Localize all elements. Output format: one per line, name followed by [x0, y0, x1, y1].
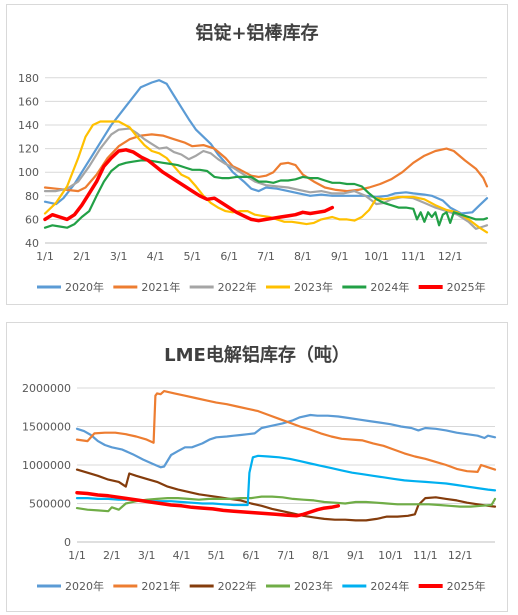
- series-line: [75, 468, 497, 522]
- legend-label: 2025年: [447, 280, 486, 294]
- x-tick-label: 11/1: [413, 549, 438, 562]
- x-tick-label: 2/1: [73, 250, 91, 263]
- x-tick-label: 7/1: [257, 250, 275, 263]
- legend-label: 2022年: [218, 280, 257, 294]
- line-chart: 40 60 80 100 120 140 160 180 1/1 2/1 3/1 4/1 5/1 6/1 7…: [18, 72, 489, 294]
- x-tick-label: 10/1: [378, 549, 403, 562]
- legend-label: 2020年: [65, 579, 104, 593]
- series-line: [43, 120, 489, 234]
- y-tick-label: 2000000: [22, 382, 71, 395]
- x-tick-label: 8/1: [312, 549, 330, 562]
- legend-label: 2024年: [370, 579, 409, 593]
- x-tick-label: 9/1: [331, 250, 349, 263]
- x-tick-label: 4/1: [173, 549, 191, 562]
- y-tick-label: 40: [25, 237, 39, 250]
- legend-label: 2021年: [141, 579, 180, 593]
- x-tick-label: 6/1: [220, 250, 238, 263]
- x-tick-label: 1/1: [36, 250, 54, 263]
- x-tick-label: 6/1: [242, 549, 260, 562]
- x-tick-label: 10/1: [364, 250, 389, 263]
- series-line: [75, 390, 497, 473]
- series-line: [43, 133, 489, 193]
- legend-label: 2023年: [294, 280, 333, 294]
- x-tick-label: 11/1: [401, 250, 426, 263]
- x-tick-label: 2/1: [103, 549, 121, 562]
- x-tick-label: 9/1: [347, 549, 365, 562]
- chart-title: 铝锭+铝棒库存: [195, 23, 319, 44]
- y-tick-label: 140: [18, 119, 39, 132]
- legend-label: 2025年: [447, 579, 486, 593]
- y-tick-label: 1000000: [22, 459, 71, 472]
- legend-label: 2024年: [370, 280, 409, 294]
- y-tick-label: 120: [18, 143, 39, 156]
- series-line: [75, 490, 341, 518]
- y-tick-label: 60: [25, 213, 39, 226]
- y-tick-label: 100: [18, 166, 39, 179]
- x-tick-label: 5/1: [207, 549, 225, 562]
- series-line: [43, 159, 489, 229]
- legend-label: 2022年: [218, 579, 257, 593]
- x-tick-label: 8/1: [294, 250, 312, 263]
- x-tick-label: 5/1: [183, 250, 201, 263]
- x-tick-label: 3/1: [138, 549, 156, 562]
- line-chart: 0 500000 1000000 1500000 2000000 1/1 2/1 3/1 4/1…: [22, 382, 497, 593]
- chart-title: LME电解铝库存（吨）: [164, 345, 350, 366]
- y-tick-label: 160: [18, 95, 39, 108]
- series-line: [43, 148, 335, 223]
- y-tick-label: 0: [64, 536, 71, 549]
- legend-label: 2020年: [65, 280, 104, 294]
- legend-label: 2021年: [141, 280, 180, 294]
- x-tick-label: 4/1: [147, 250, 165, 263]
- x-tick-label: 12/1: [448, 549, 473, 562]
- x-tick-label: 12/1: [438, 250, 463, 263]
- y-tick-label: 500000: [29, 498, 71, 511]
- y-tick-label: 1500000: [22, 421, 71, 434]
- y-tick-label: 180: [18, 72, 39, 85]
- inventory-chart-panel: 铝锭+铝棒库存 40 60 80 100 120 140 160 180 1/1 2/1 3/1 4/…: [6, 4, 508, 305]
- x-tick-label: 7/1: [277, 549, 295, 562]
- x-tick-label: 3/1: [110, 250, 128, 263]
- series-line: [43, 79, 489, 215]
- x-tick-label: 1/1: [68, 549, 86, 562]
- lme-chart-panel: LME电解铝库存（吨） 0 500000 1000000 1500000 2000000…: [6, 322, 508, 612]
- legend-label: 2023年: [294, 579, 333, 593]
- y-tick-label: 80: [25, 190, 39, 203]
- series-line: [75, 413, 497, 469]
